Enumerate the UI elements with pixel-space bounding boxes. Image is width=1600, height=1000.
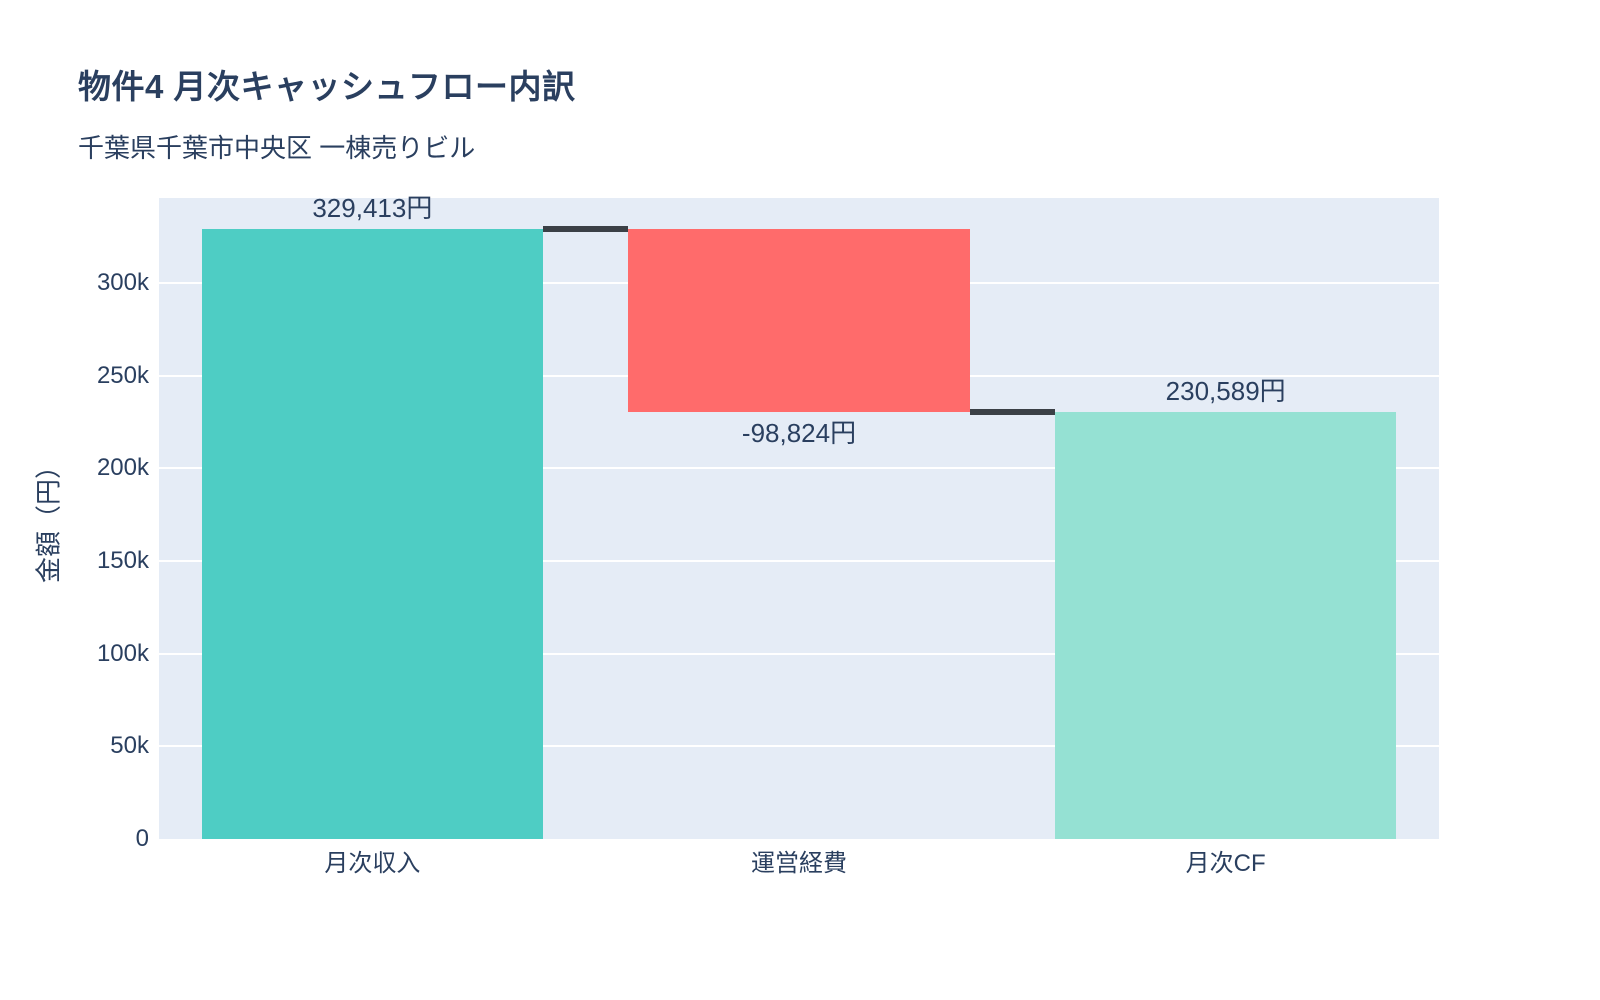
waterfall-bar-1[interactable] [201,228,543,839]
bar-value-label: 329,413円 [312,192,433,223]
y-tick-label: 300k [96,269,149,297]
gridline [159,560,1439,563]
gridline [159,467,1439,470]
y-tick-label: 0 [135,825,149,852]
x-tick-label: 月次収入 [324,850,421,877]
x-tick-label: 月次CF [1185,850,1266,877]
plot-area: 329,413円 -98,824円 230,589円 [159,193,1439,839]
gridline [159,745,1439,748]
bar-value-label: -98,824円 [741,417,857,448]
chart-title: 物件4 月次キャッシュフロー内訳 [78,68,576,105]
bar-value-label: 230,589円 [1165,375,1286,406]
waterfall-connector [969,408,1055,415]
y-tick-label: 50k [110,732,149,760]
waterfall-bar-3[interactable] [1055,411,1397,839]
y-tick-label: 200k [96,454,149,482]
waterfall-bar-2[interactable] [628,228,970,412]
y-tick-label: 100k [96,639,149,667]
gridline [159,652,1439,655]
y-tick-label: 250k [96,361,149,389]
x-tick-label: 運営経費 [751,850,847,877]
y-tick-label: 150k [96,547,149,575]
chart-subtitle: 千葉県千葉市中央区 一棟売りビル [78,133,476,163]
waterfall-connector [543,225,629,232]
